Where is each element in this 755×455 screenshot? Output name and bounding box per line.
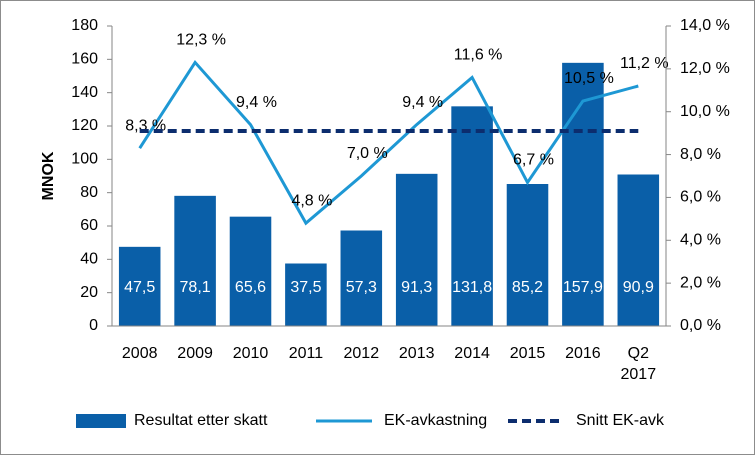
x-tick-label: 2016 <box>565 345 601 362</box>
x-tick-label: 2008 <box>121 345 158 362</box>
bar <box>229 216 272 326</box>
legend-swatch <box>76 414 126 428</box>
bar-value-label: 65,6 <box>235 279 266 296</box>
bar-value-label: 78,1 <box>180 279 211 296</box>
y-tick-label: 140 <box>71 84 98 101</box>
bar-value-label: 90,9 <box>623 279 654 296</box>
bar-value-label: 37,5 <box>290 279 321 296</box>
y2-tick-label: 14,0 % <box>680 17 730 34</box>
bar-value-label: 131,8 <box>452 279 492 296</box>
bar <box>340 230 383 326</box>
bar-value-label: 91,3 <box>401 279 432 296</box>
line-value-label: 11,2 % <box>620 55 669 72</box>
y-tick-label: 120 <box>71 117 98 134</box>
line-value-label: 4,8 % <box>291 192 332 209</box>
y2-tick-label: 10,0 % <box>680 103 730 120</box>
bar <box>617 174 660 326</box>
y-tick-label: 60 <box>80 217 98 234</box>
bar-value-label: 85,2 <box>512 279 543 296</box>
x-tick-label: 2015 <box>509 345 546 362</box>
y-tick-label: 100 <box>71 151 98 168</box>
line-value-label: 12,3 % <box>176 32 226 49</box>
x-tick-label: 2009 <box>177 345 213 362</box>
x-tick-label: 2010 <box>232 345 269 362</box>
bar <box>118 246 161 326</box>
bar-value-label: 157,9 <box>563 279 603 296</box>
x-tick-label: 2014 <box>454 345 490 362</box>
y2-tick-label: 2,0 % <box>680 274 721 291</box>
bar <box>506 184 549 326</box>
y2-tick-label: 4,0 % <box>680 232 721 249</box>
x-tick-label: 2012 <box>343 345 380 362</box>
line-value-label: 9,4 % <box>402 94 443 111</box>
bar <box>562 62 604 326</box>
y-tick-label: 180 <box>71 17 98 34</box>
y2-tick-label: 12,0 % <box>680 60 730 77</box>
y2-tick-label: 8,0 % <box>680 146 721 163</box>
y-tick-label: 0 <box>89 317 98 334</box>
x-tick-label: 2013 <box>398 345 435 362</box>
y-tick-label: 80 <box>80 184 98 201</box>
line-value-label: 11,6 % <box>454 47 503 64</box>
bar-value-label: 57,3 <box>346 279 377 296</box>
line-value-label: 10,5 % <box>564 70 614 87</box>
x-tick-label: Q2 2017 <box>620 345 657 383</box>
line-value-label: 6,7 % <box>513 152 554 169</box>
line <box>138 59 639 226</box>
y-tick-label: 20 <box>80 284 98 301</box>
legend-label: Snitt EK-avk <box>576 412 665 429</box>
line-value-label: 9,4 % <box>236 94 277 111</box>
bar <box>285 263 327 326</box>
y-tick-label: 160 <box>71 51 98 68</box>
legend-label: EK-avkastning <box>384 412 487 429</box>
y2-tick-label: 0,0 % <box>680 317 721 334</box>
legend-label: Resultat etter skatt <box>134 412 268 429</box>
line-value-label: 7,0 % <box>347 145 388 162</box>
bar <box>451 106 493 326</box>
y-axis-title: MNOK <box>40 151 57 200</box>
y2-tick-label: 6,0 % <box>680 189 721 206</box>
bar <box>395 173 438 326</box>
y-tick-label: 40 <box>80 251 98 268</box>
bar <box>174 195 216 326</box>
x-tick-label: 2011 <box>288 345 324 362</box>
bar-value-label: 47,5 <box>124 279 155 296</box>
